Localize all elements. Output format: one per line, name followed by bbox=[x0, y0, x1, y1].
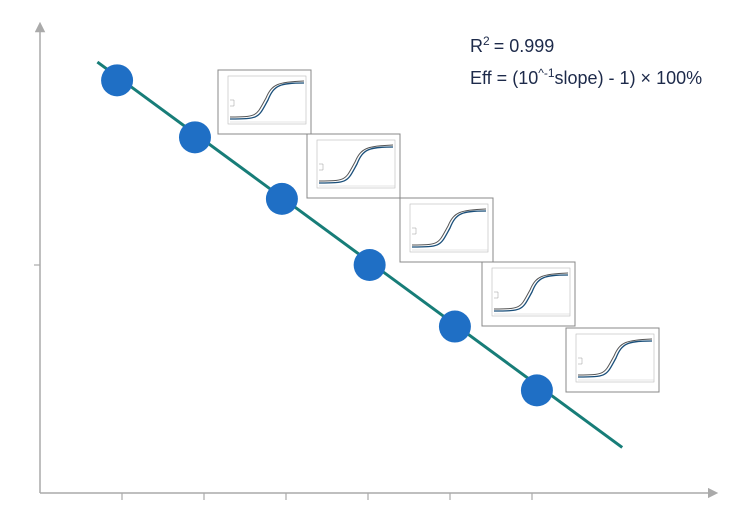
r2-rest: = 0.999 bbox=[494, 36, 555, 56]
data-point bbox=[101, 64, 134, 97]
data-point bbox=[265, 182, 298, 215]
efficiency: Eff = (10^-1slope) - 1) × 100% bbox=[470, 66, 702, 88]
eff-rest: slope) - 1) × 100% bbox=[555, 68, 703, 88]
eff-sup: ^-1 bbox=[538, 66, 555, 80]
eff-base: Eff = (10 bbox=[470, 68, 538, 88]
inset-plots bbox=[217, 69, 660, 393]
data-point bbox=[178, 121, 211, 154]
data-point bbox=[438, 310, 471, 343]
data-point bbox=[353, 249, 386, 281]
r2-base: R bbox=[470, 36, 483, 56]
data-point bbox=[520, 374, 553, 407]
r2-sup: 2 bbox=[483, 34, 490, 48]
r-squared: R2 = 0.999 bbox=[470, 34, 554, 56]
